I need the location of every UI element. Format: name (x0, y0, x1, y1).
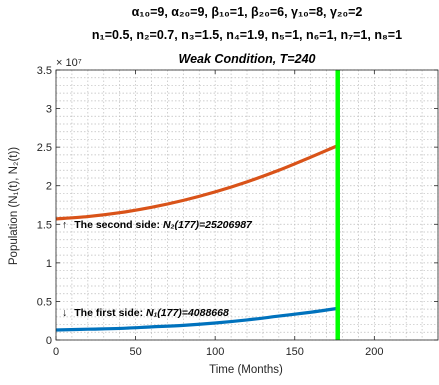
annotation-second-side: ↑ The second side: N₂(177)=25206987 (62, 215, 253, 232)
annotation-first-side: ↓ The first side: N₁(177)=4088668 (62, 303, 229, 320)
x-axis-label: Time (Months) (209, 364, 283, 376)
series-line-2 (55, 306, 338, 332)
annotation-first-prefix: The first side: (74, 307, 146, 319)
x-tick-label: 50 (129, 346, 141, 358)
chart-title-line-2: n₁=0.5, n₂=0.7, n₃=1.5, n₄=1.9, n₅=1, n₆… (92, 28, 402, 42)
annotation-first-value: N₁(177)=4088668 (146, 307, 229, 319)
y-tick-label: 0.5 (37, 296, 52, 308)
chart-title-line-1: α₁₀=9, α₂₀=9, β₁₀=1, β₂₀=6, γ₁₀=8, γ₂₀=2 (132, 5, 363, 19)
annotation-second-arrow: ↑ (62, 219, 67, 231)
series-layer (55, 144, 339, 332)
plot-frame (55, 69, 439, 341)
y-tick-label: 3.5 (37, 65, 52, 77)
y-tick-label: 2.5 (37, 142, 52, 154)
y-tick-label: 3 (46, 104, 52, 116)
annotation-second-prefix: The second side: (74, 219, 163, 231)
x-tick-label: 150 (286, 346, 304, 358)
series-line-1 (55, 144, 339, 221)
x-tick-label: 100 (206, 346, 224, 358)
y-axis-label: Population (N₁(t), N₂(t)) (8, 147, 20, 265)
y-tick-label: 1.5 (37, 219, 52, 231)
ticks (55, 69, 438, 341)
y-tick-label: 0 (46, 335, 52, 347)
y-tick-labels: 0 0.5 1 1.5 2 2.5 3 3.5 (37, 65, 52, 347)
x-tick-label: 200 (365, 346, 383, 358)
x-tick-labels: 0 50 100 150 200 (53, 346, 384, 358)
x-tick-label: 0 (53, 346, 59, 358)
y-tick-label: 2 (46, 181, 52, 193)
y-tick-label: 1 (46, 258, 52, 270)
annotation-second-value: N₂(177)=25206987 (163, 219, 253, 231)
y-exponent-label: × 10⁷ (56, 57, 82, 69)
annotation-first-arrow: ↓ (62, 307, 67, 319)
chart-title-line-3: Weak Condition, T=240 (179, 52, 316, 66)
